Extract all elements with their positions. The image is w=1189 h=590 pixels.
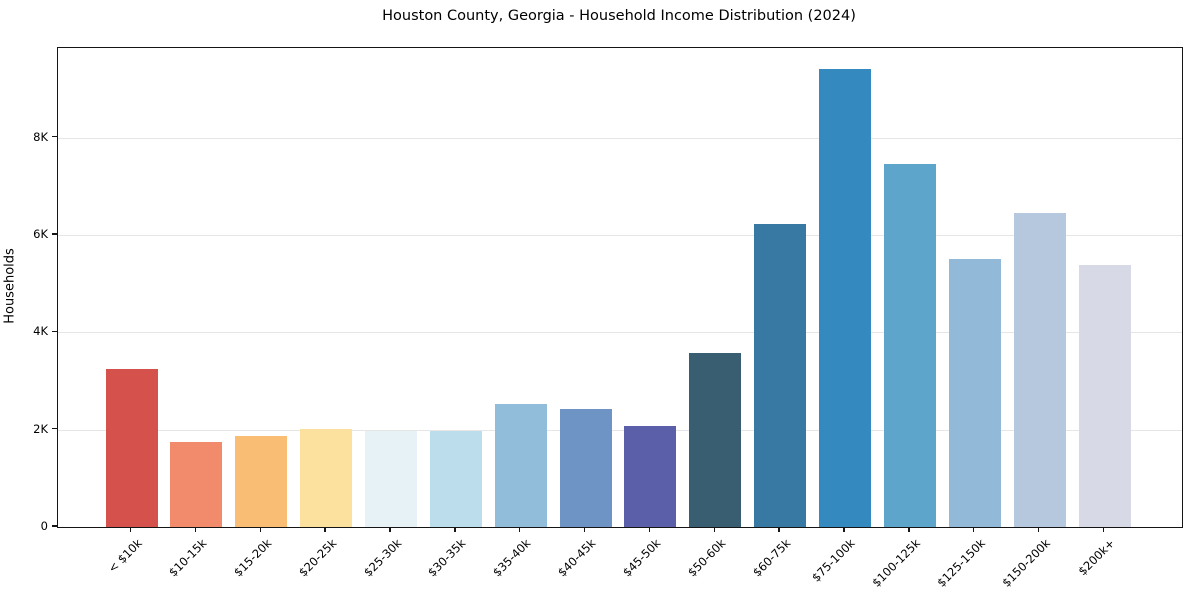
y-tick-label-8K: 8K bbox=[33, 129, 48, 144]
y-tick-label-4K: 4K bbox=[33, 324, 48, 339]
y-tick-mark-2K bbox=[52, 427, 57, 430]
x-tick-mark-$125-150k bbox=[973, 527, 975, 533]
y-tick-mark-0 bbox=[52, 525, 57, 527]
y-tick-label-2K: 2K bbox=[33, 421, 48, 436]
x-tick-label-text: < $10k bbox=[104, 536, 145, 576]
x-tick-label-text: $50-60k bbox=[684, 536, 729, 580]
x-tick-label-text: $45-50k bbox=[619, 536, 664, 580]
x-tick-label-text: $150-200k bbox=[998, 536, 1053, 590]
x-tick-mark-$30-35k bbox=[454, 527, 456, 533]
y-tick-label-6K: 6K bbox=[33, 226, 48, 241]
bar-$15-20k bbox=[235, 435, 288, 527]
y-tick-mark-6K bbox=[52, 233, 57, 235]
bar-$45-50k bbox=[624, 426, 677, 527]
x-tick-mark-$75-100k bbox=[843, 527, 845, 533]
x-tick-label-text: $75-100k bbox=[809, 536, 858, 585]
bar-$35-40k bbox=[494, 404, 547, 527]
bar-$40-45k bbox=[559, 408, 612, 527]
x-tick-mark-$10-15k bbox=[194, 527, 197, 533]
x-tick-label-text: $25-30k bbox=[360, 536, 404, 580]
bar-$25-30k bbox=[364, 431, 417, 527]
y-tick-mark-8K bbox=[52, 135, 57, 138]
x-tick-mark-$60-75k bbox=[778, 527, 780, 533]
bar-$150-200k bbox=[1013, 213, 1066, 527]
chart-title: Houston County, Georgia - Household Inco… bbox=[382, 8, 856, 24]
y-tick-mark-4K bbox=[52, 330, 57, 332]
x-tick-label-text: $30-35k bbox=[425, 536, 469, 580]
x-tick-label-text: $10-15k bbox=[165, 536, 210, 580]
bar-< $10k bbox=[105, 369, 158, 527]
gridline-2K bbox=[58, 429, 1182, 431]
x-tick-mark-$15-20k bbox=[259, 527, 261, 533]
bar-$60-75k bbox=[754, 224, 807, 527]
x-tick-mark-$100-125k bbox=[908, 527, 910, 533]
y-axis-label-text: Households bbox=[2, 248, 18, 324]
x-tick-mark-$25-30k bbox=[389, 527, 391, 533]
bar-$20-25k bbox=[300, 429, 353, 527]
bar-$30-35k bbox=[429, 430, 482, 527]
gridline-4K bbox=[58, 332, 1182, 334]
x-tick-mark-$40-45k bbox=[583, 527, 586, 533]
bar-$125-150k bbox=[948, 259, 1001, 527]
x-tick-label-text: $35-40k bbox=[490, 536, 534, 580]
x-tick-mark-$20-25k bbox=[324, 527, 326, 533]
x-tick-label-text: $125-150k bbox=[933, 536, 988, 590]
gridline-8K bbox=[58, 137, 1182, 139]
x-tick-label-text: $200k+ bbox=[1075, 536, 1118, 579]
plot-area bbox=[57, 47, 1183, 528]
x-tick-mark-$200k+ bbox=[1102, 527, 1105, 533]
bar-$50-60k bbox=[689, 353, 742, 527]
x-tick-mark-$45-50k bbox=[648, 527, 651, 533]
x-tick-label-text: $100-125k bbox=[869, 536, 923, 590]
bar-$75-100k bbox=[819, 69, 872, 527]
bar-$10-15k bbox=[170, 442, 223, 527]
x-tick-label-text: $60-75k bbox=[749, 536, 794, 580]
x-tick-label-text: $40-45k bbox=[555, 536, 599, 580]
x-tick-mark-$150-200k bbox=[1037, 527, 1040, 533]
bar-$100-125k bbox=[883, 163, 936, 527]
x-tick-label-text: $20-25k bbox=[295, 536, 339, 580]
x-tick-mark-$50-60k bbox=[713, 527, 715, 533]
x-tick-mark-< $10k bbox=[129, 527, 132, 533]
bar-$200k+ bbox=[1078, 264, 1131, 527]
x-tick-mark-$35-40k bbox=[519, 527, 521, 533]
x-tick-label-text: $15-20k bbox=[230, 536, 275, 580]
y-tick-label-0: 0 bbox=[40, 519, 48, 533]
gridline-6K bbox=[58, 234, 1182, 236]
